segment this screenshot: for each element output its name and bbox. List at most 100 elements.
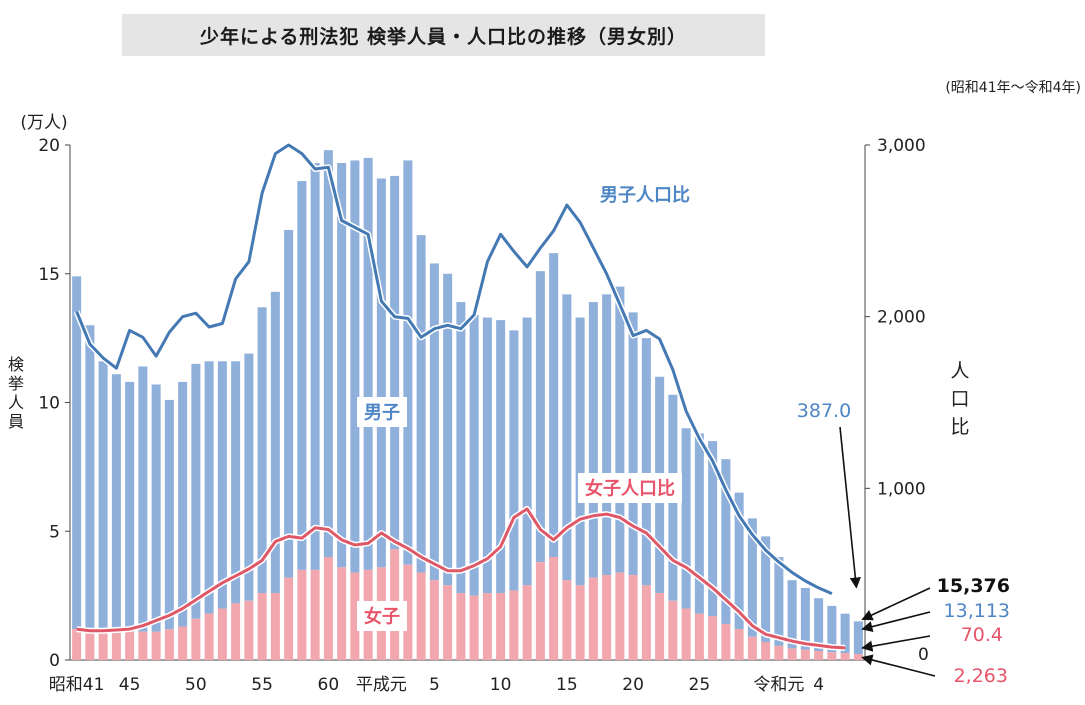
male-bar (800, 587, 810, 650)
annotation-total: 15,376 (937, 575, 1010, 597)
male-bar (496, 320, 506, 594)
female-bar (350, 572, 360, 660)
male-bar (191, 363, 201, 619)
male-bar (628, 312, 638, 576)
female-bar (562, 580, 572, 660)
annotation-female-ratio: 70.4 (961, 624, 1003, 646)
female-bar (138, 631, 148, 660)
female-bar (403, 564, 413, 660)
left-axis-title-char: 員 (8, 412, 24, 431)
male-bar (641, 338, 651, 586)
female-series-label: 女子 (364, 605, 400, 627)
male-bar (231, 361, 241, 604)
male-bar (204, 361, 214, 614)
male-bar (257, 307, 267, 594)
female-bar (814, 650, 824, 660)
left-tick-label: 10 (38, 394, 60, 414)
male-series-label-bg (357, 397, 407, 427)
x-tick-label: 平成元 (356, 675, 407, 695)
female-bar (469, 595, 479, 660)
x-tick-label: 20 (622, 675, 644, 695)
male-bar (72, 276, 82, 630)
female-bar (443, 585, 453, 660)
female-bar (191, 618, 201, 660)
female-bar (111, 631, 121, 660)
male-bar (310, 163, 320, 570)
left-tick-label: 0 (49, 651, 60, 671)
female-bar (800, 649, 810, 660)
right-tick-label: 2,000 (877, 308, 926, 328)
left-tick-label: 5 (49, 522, 60, 542)
male-bar (403, 160, 413, 565)
female-series-label-bg (357, 601, 407, 631)
male-bar (774, 557, 784, 646)
female-bar (496, 593, 506, 660)
female-bar (98, 631, 108, 660)
male-bar (323, 150, 333, 557)
male-bar (469, 314, 479, 596)
female-bar (747, 636, 757, 660)
male-bar (284, 229, 294, 578)
female-bar (231, 603, 241, 660)
annotation-male-count: 13,113 (944, 600, 1010, 622)
female-bar (827, 652, 837, 660)
female-bar (721, 623, 731, 660)
female-bar (628, 575, 638, 660)
female-bar (509, 590, 519, 660)
male-bar (443, 273, 453, 586)
female-bar (761, 641, 771, 660)
female-bar (178, 626, 188, 660)
left-axis-title-char: 挙 (8, 374, 24, 393)
male-ratio-label: 男子人口比 (600, 185, 690, 206)
female-bar (270, 593, 280, 660)
right-tick-label: 1,000 (877, 479, 926, 499)
female-bar (217, 608, 227, 660)
chart-title: 少年による刑法犯 検挙人員・人口比の推移（男女別） (199, 25, 688, 48)
x-tick-label: 4 (813, 675, 824, 695)
male-bar (138, 366, 148, 632)
female-bar (482, 593, 492, 660)
arrow-female-ratio (861, 635, 931, 652)
female-ratio-label: 女子人口比 (585, 477, 675, 499)
male-bar (588, 302, 598, 578)
female-bar (85, 631, 95, 660)
female-bar (575, 585, 585, 660)
female-bar (244, 600, 254, 660)
male-bar (734, 492, 744, 630)
male-bar (217, 361, 227, 609)
female-bar (588, 577, 598, 660)
male-bar (98, 361, 108, 632)
arrow-male-ratio (839, 426, 861, 589)
female-bar (602, 575, 612, 660)
male-bar (164, 399, 174, 630)
female-bar (694, 613, 704, 660)
left-tick-label: 15 (38, 265, 60, 285)
male-bar (694, 433, 704, 614)
left-axis-unit: (万人) (20, 113, 67, 133)
female-bar (549, 557, 559, 660)
female-bar (337, 567, 347, 660)
male-bar (390, 175, 400, 550)
female-bar (787, 648, 797, 660)
male-bar (337, 163, 347, 568)
male-bar (747, 518, 757, 637)
annotation-female-count: 2,263 (954, 665, 1008, 687)
female-bar (522, 585, 532, 660)
female-bar (615, 572, 625, 660)
male-bar (85, 325, 95, 632)
chart-title-box: 少年による刑法犯 検挙人員・人口比の推移（男女別） (122, 14, 765, 56)
x-tick-label: 50 (185, 675, 207, 695)
male-bar (350, 160, 360, 573)
female-bar (416, 572, 426, 660)
left-axis-title-char: 検 (8, 355, 24, 374)
female-bar (164, 629, 174, 660)
male-bar (761, 536, 771, 642)
female-bar (429, 580, 439, 660)
female-bar (641, 585, 651, 660)
male-bar (681, 428, 691, 609)
male-bar (575, 317, 585, 586)
female-bar (655, 593, 665, 660)
x-tick-label: 45 (119, 675, 141, 695)
male-bar (429, 263, 439, 581)
right-axis-title-char: 比 (950, 416, 969, 438)
